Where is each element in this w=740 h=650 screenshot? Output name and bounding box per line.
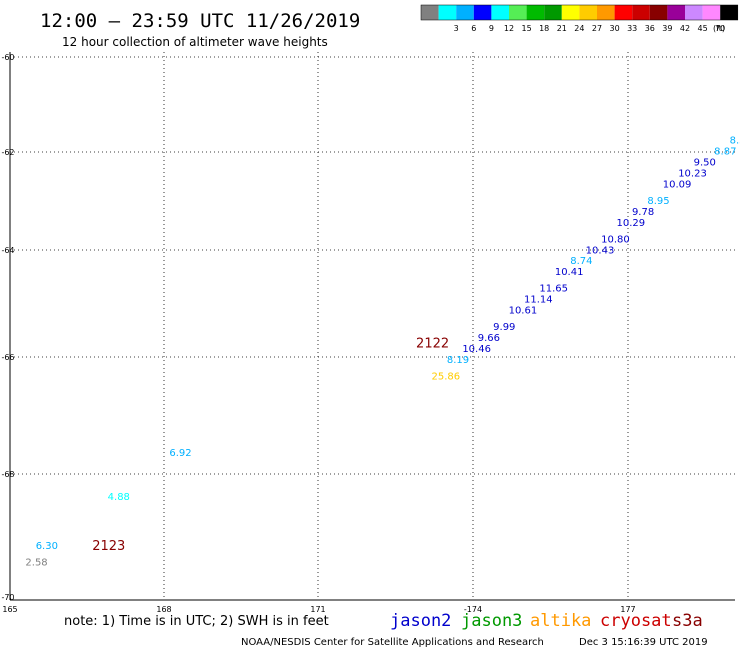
swh-label: 10.23 — [678, 169, 707, 180]
swh-label: 6.92 — [169, 448, 191, 459]
lon-tick-label: 171 — [310, 605, 325, 614]
gridlines — [10, 52, 735, 600]
colorbar-swatch — [720, 5, 738, 20]
satellite-legend: jason2 jason3 altika cryosat s3a — [390, 611, 703, 631]
colorbar-swatch — [561, 5, 580, 20]
colorbar-swatch — [438, 5, 457, 20]
lat-tick-label: -62 — [1, 148, 14, 157]
swh-label: 8.87 — [714, 147, 736, 158]
colorbar-legend: 3 6 9 12 15 18 21 24 27 30 33 36 39 42 45 70 — [420, 4, 739, 33]
colorbar-unit: (ft) — [713, 24, 725, 33]
colorbar-label: 27 — [592, 24, 602, 33]
swh-label: 9.78 — [632, 207, 654, 218]
colorbar-label: 12 — [504, 24, 514, 33]
satellite-s3a: s3a — [672, 611, 703, 631]
lat-tick-label: -66 — [1, 353, 14, 362]
swh-label: 9.99 — [493, 322, 515, 333]
colorbar-swatch — [614, 5, 633, 20]
swh-label: 25.86 — [431, 371, 460, 382]
lon-tick-label: 165 — [2, 605, 17, 614]
footer-credit: NOAA/NESDIS Center for Satellite Applica… — [241, 637, 544, 648]
swh-label: 8.74 — [570, 256, 592, 267]
colorbar-swatch — [702, 5, 721, 20]
colorbar-swatch — [667, 5, 685, 20]
lon-tick-label: 168 — [156, 605, 171, 614]
chart-subtitle: 12 hour collection of altimeter wave hei… — [62, 35, 328, 49]
colorbar-label: 33 — [627, 24, 637, 33]
colorbar-label: 18 — [539, 24, 549, 33]
pass-number: 2122 — [416, 336, 449, 351]
colorbar-swatch — [597, 5, 615, 20]
swh-label: 10.09 — [663, 180, 692, 191]
colorbar-label: 21 — [557, 24, 567, 33]
satellite-altika: altika — [530, 611, 591, 631]
colorbar-swatch — [473, 5, 492, 20]
swh-label: 11.65 — [539, 284, 568, 295]
swh-label: 10.29 — [617, 218, 646, 229]
swh-label: 10.80 — [601, 234, 630, 245]
lat-tick-label: -64 — [1, 246, 14, 255]
lat-tick-label: -70 — [1, 593, 14, 602]
colorbar-label: 36 — [645, 24, 655, 33]
swh-label: 8.57 — [730, 136, 740, 147]
colorbar-label: 24 — [574, 24, 584, 33]
lon-tick-label: -174 — [464, 605, 482, 614]
satellite-cryosat: cryosat — [600, 611, 672, 631]
swh-label: 8.95 — [647, 196, 669, 207]
colorbar-label: 15 — [522, 24, 532, 33]
colorbar-swatch — [579, 5, 597, 20]
colorbar-swatch — [456, 5, 474, 20]
colorbar-label: 45 — [698, 24, 708, 33]
satellite-jason3: jason3 — [461, 611, 522, 631]
colorbar-label: 6 — [471, 24, 476, 33]
swh-label: 10.46 — [462, 344, 491, 355]
colorbar-swatch — [526, 5, 545, 20]
footer-timestamp: Dec 3 15:16:39 UTC 2019 — [579, 637, 708, 648]
swh-label: 10.43 — [586, 245, 615, 256]
lat-tick-label: -60 — [1, 53, 14, 62]
swh-label: 4.88 — [108, 492, 130, 503]
wave-height-points: 8.308.017.978.368.138.978.948.578.879.50… — [25, 136, 740, 569]
colorbar-label: 70 — [715, 24, 725, 33]
swh-label: 8.19 — [447, 355, 469, 366]
colorbar-label: 3 — [454, 24, 459, 33]
satellite-jason2: jason2 — [390, 611, 451, 631]
plot-area — [9, 52, 735, 601]
swh-label: 9.50 — [694, 158, 716, 169]
colorbar-swatch — [632, 5, 650, 20]
swh-label: 10.41 — [555, 267, 584, 278]
colorbar-swatch — [649, 5, 668, 20]
swh-label: 6.30 — [36, 541, 58, 552]
colorbar-swatch — [421, 5, 439, 20]
chart-title: 12:00 — 23:59 UTC 11/26/2019 — [40, 10, 360, 32]
axis-ticks: -60 -62 -64 -66 -68 -70 165 168 171 -174 177 — [1, 53, 635, 614]
colorbar-swatch — [509, 5, 527, 20]
note-text: note: 1) Time is in UTC; 2) SWH is in fe… — [64, 614, 329, 629]
swh-label: 9.66 — [478, 333, 500, 344]
pass-numbers: 2120212121222123 — [92, 336, 449, 554]
swh-label: 2.58 — [25, 558, 47, 569]
swh-label: 10.61 — [509, 306, 538, 317]
lon-tick-label: 177 — [620, 605, 635, 614]
colorbar-label: 39 — [662, 24, 672, 33]
colorbar-label: 9 — [489, 24, 494, 33]
swh-label: 11.14 — [524, 295, 553, 306]
colorbar-swatch — [491, 5, 509, 20]
colorbar-swatch — [685, 5, 703, 20]
lat-tick-label: -68 — [1, 470, 14, 479]
colorbar-label: 42 — [680, 24, 690, 33]
colorbar-label: 30 — [610, 24, 620, 33]
colorbar-frame — [420, 4, 739, 21]
colorbar-swatch — [544, 5, 562, 20]
pass-number: 2123 — [92, 539, 125, 554]
